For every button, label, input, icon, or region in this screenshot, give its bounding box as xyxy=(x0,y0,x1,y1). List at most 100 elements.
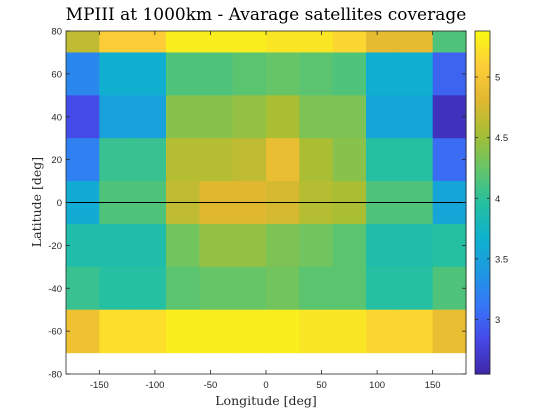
heatmap-cell xyxy=(133,52,167,95)
heatmap-cell xyxy=(333,95,367,138)
x-tick-label: -100 xyxy=(145,380,164,391)
heatmap-cell xyxy=(433,224,467,267)
heatmap-cell xyxy=(366,95,400,138)
heatmap-cell xyxy=(399,267,433,310)
heatmap-cell xyxy=(99,52,133,95)
heatmap-cell xyxy=(399,224,433,267)
heatmap-cell xyxy=(333,138,367,181)
heatmap-cell xyxy=(99,224,133,267)
heatmap-cell xyxy=(266,138,300,181)
heatmap-cell xyxy=(233,31,267,53)
heatmap-cells xyxy=(66,31,467,353)
heatmap-cell xyxy=(233,52,267,95)
heatmap-cell xyxy=(366,31,400,53)
heatmap-cell xyxy=(299,310,333,353)
heatmap-cell xyxy=(133,95,167,138)
heatmap-cell xyxy=(333,31,367,53)
heatmap-cell xyxy=(199,95,233,138)
x-axis-label: Longitude [deg] xyxy=(215,393,316,408)
colorbar xyxy=(475,31,490,375)
colorbar-tick-label: 3 xyxy=(495,315,500,326)
heatmap-cell xyxy=(166,138,200,181)
heatmap-cell xyxy=(266,95,300,138)
heatmap-cell xyxy=(433,31,467,53)
heatmap-cell xyxy=(99,267,133,310)
x-tick-label: 0 xyxy=(263,380,268,391)
heatmap-cell xyxy=(366,138,400,181)
colorbar-tick-label: 4 xyxy=(495,194,500,205)
heatmap-cell xyxy=(166,95,200,138)
y-tick-label: -20 xyxy=(48,241,62,252)
heatmap-cell xyxy=(233,138,267,181)
colorbar-tick-label: 5 xyxy=(495,73,500,84)
heatmap-cell xyxy=(233,310,267,353)
heatmap-cell xyxy=(266,52,300,95)
heatmap-cell xyxy=(133,224,167,267)
y-tick-label: 60 xyxy=(51,69,62,80)
x-tick-label: 100 xyxy=(369,380,385,391)
heatmap-cell xyxy=(233,95,267,138)
heatmap-cell xyxy=(366,267,400,310)
heatmap-cell xyxy=(99,310,133,353)
heatmap-cell xyxy=(166,224,200,267)
heatmap-cell xyxy=(133,310,167,353)
heatmap-cell xyxy=(399,138,433,181)
heatmap-cell xyxy=(99,95,133,138)
heatmap-cell xyxy=(299,138,333,181)
heatmap-cell xyxy=(233,224,267,267)
y-tick-label: -40 xyxy=(48,284,62,295)
y-tick-label: 0 xyxy=(57,198,62,209)
heatmap-cell xyxy=(99,138,133,181)
heatmap-cell xyxy=(266,310,300,353)
colorbar-tick-label: 4.5 xyxy=(495,133,508,144)
heatmap-cell xyxy=(433,138,467,181)
heatmap-cell xyxy=(366,224,400,267)
heatmap-cell xyxy=(366,52,400,95)
heatmap-cell xyxy=(66,224,100,267)
x-tick-label: -50 xyxy=(204,380,218,391)
heatmap-cell xyxy=(299,95,333,138)
heatmap-cell xyxy=(99,31,133,53)
heatmap-cell xyxy=(399,52,433,95)
heatmap-cell xyxy=(166,52,200,95)
heatmap-cell xyxy=(199,310,233,353)
x-tick-label: 50 xyxy=(316,380,327,391)
y-tick-label: 20 xyxy=(51,155,62,166)
heatmap-cell xyxy=(66,138,100,181)
heatmap-cell xyxy=(133,138,167,181)
heatmap-cell xyxy=(266,224,300,267)
heatmap-cell xyxy=(199,31,233,53)
heatmap-cell xyxy=(399,310,433,353)
heatmap-cell xyxy=(199,138,233,181)
heatmap-cell xyxy=(133,267,167,310)
y-axis-label: Latitude [deg] xyxy=(29,157,44,247)
heatmap-cell xyxy=(266,267,300,310)
heatmap-cell xyxy=(133,31,167,53)
heatmap-cell xyxy=(166,267,200,310)
y-tick-label: 80 xyxy=(51,27,62,38)
heatmap-cell xyxy=(199,267,233,310)
heatmap-cell xyxy=(199,224,233,267)
y-tick-label: -60 xyxy=(48,327,62,338)
y-tick-label: -80 xyxy=(48,370,62,381)
heatmap-cell xyxy=(299,224,333,267)
colorbar-tick-label: 3.5 xyxy=(495,254,508,265)
heatmap-cell xyxy=(399,31,433,53)
heatmap-cell xyxy=(333,310,367,353)
heatmap-cell xyxy=(233,267,267,310)
heatmap-cell xyxy=(433,310,467,353)
heatmap-cell xyxy=(433,267,467,310)
heatmap-cell xyxy=(333,224,367,267)
heatmap-cell xyxy=(66,267,100,310)
y-tick-label: 40 xyxy=(51,112,62,123)
heatmap-cell xyxy=(266,31,300,53)
heatmap-cell xyxy=(366,310,400,353)
heatmap-cell xyxy=(333,52,367,95)
x-tick-label: -150 xyxy=(90,380,109,391)
heatmap-cell xyxy=(433,95,467,138)
heatmap-cell xyxy=(66,310,100,353)
heatmap-cell xyxy=(66,31,100,53)
chart-title: MPIII at 1000km - Avarage satellites cov… xyxy=(66,5,467,25)
heatmap-cell xyxy=(299,267,333,310)
